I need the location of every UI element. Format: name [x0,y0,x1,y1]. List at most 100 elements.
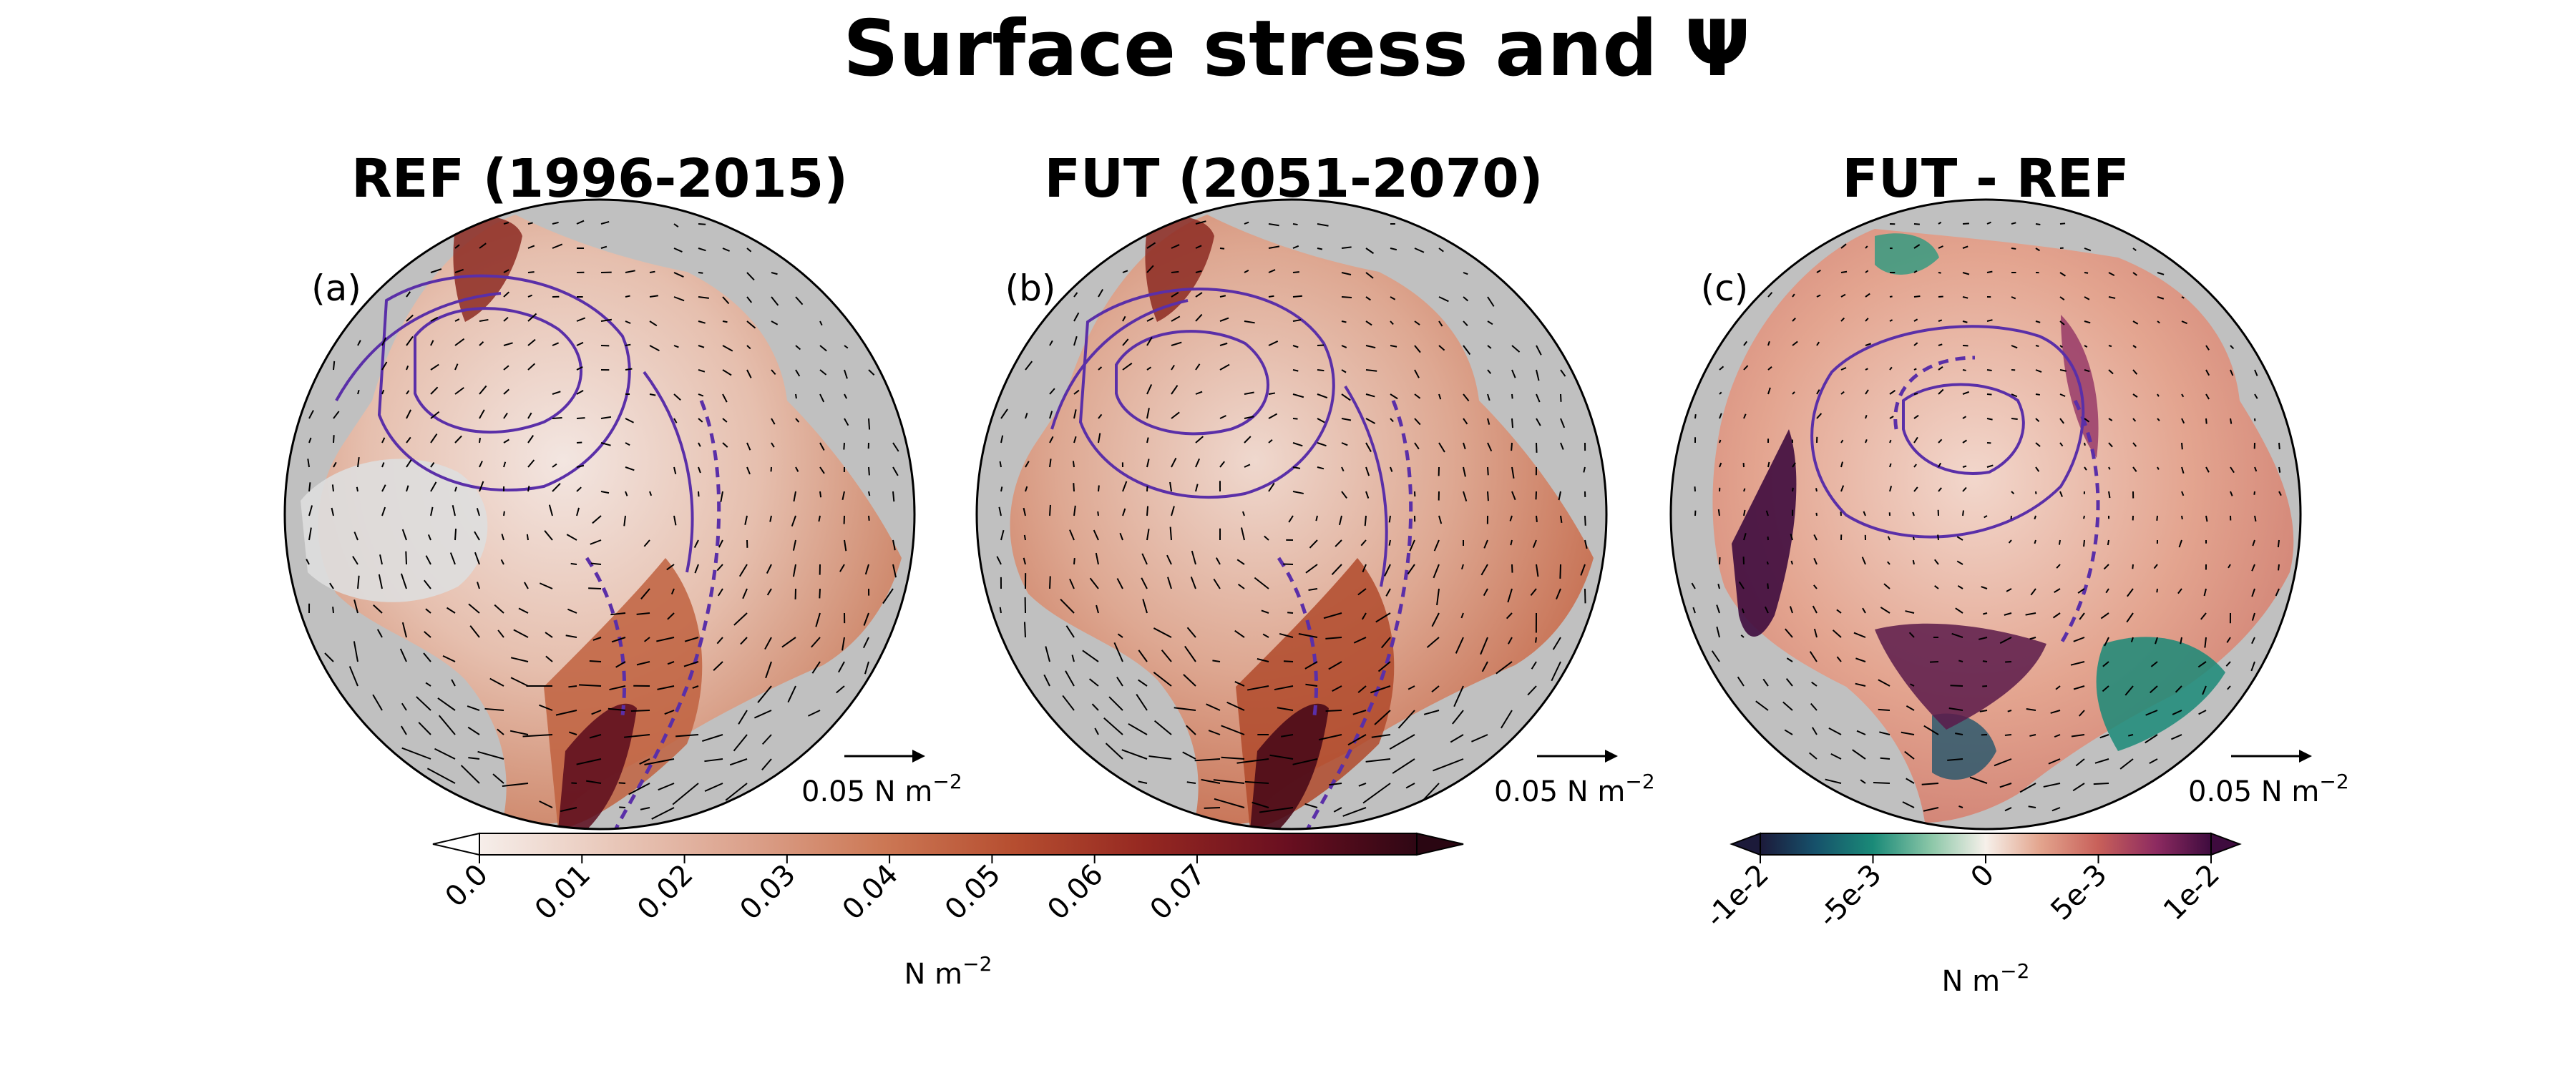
wind-stress-arrow [811,661,821,674]
wind-stress-arrow [1096,604,1099,614]
wind-stress-arrow [567,608,577,614]
wind-stress-arrow [1341,466,1345,472]
wind-stress-arrow [1062,695,1075,711]
wind-stress-arrow [1913,223,1920,225]
wind-stress-arrow [522,734,553,738]
wind-stress-arrow [1091,703,1099,711]
wind-stress-arrow [657,685,675,690]
wind-stress-arrow [1460,612,1464,619]
wind-stress-arrow [552,221,559,225]
wind-stress-arrow [1840,439,1844,444]
wind-stress-arrow [1913,295,1921,298]
wind-stress-arrow [841,637,845,651]
wind-stress-arrow [333,435,335,444]
wind-stress-arrow [1341,345,1347,348]
wind-stress-arrow [1950,685,1963,687]
wind-stress-arrow [1986,418,1993,421]
wind-stress-arrow [1816,413,1823,419]
wind-stress-arrow [2227,685,2231,690]
wind-stress-arrow [1341,442,1348,446]
colorbar-tick-label: 0.06 [1041,858,1110,927]
wind-stress-arrow [1141,553,1148,565]
wind-stress-arrow [357,575,360,589]
wind-stress-arrow [2157,466,2160,470]
wind-stress-arrow [378,574,383,589]
wind-stress-arrow [1905,610,1915,614]
wind-stress-arrow [492,773,504,784]
wind-stress-arrow [2034,515,2036,520]
wind-stress-arrow [1065,670,1075,687]
wind-stress-arrow [1195,245,1202,249]
wind-stress-arrow [1219,248,1225,250]
wind-stress-arrow [2059,442,2064,447]
wind-stress-arrow [1878,679,1890,687]
wind-stress-arrow [2026,708,2036,711]
wind-stress-arrow [1790,534,1793,541]
wind-stress-arrow [1584,515,1586,526]
wind-stress-arrow [2172,710,2182,715]
wind-stress-arrow [1913,270,1918,273]
wind-stress-arrow [722,345,733,352]
wind-stress-arrow [625,295,630,298]
wind-stress-arrow [379,554,383,565]
wind-stress-arrow [1792,340,1798,346]
wind-stress-arrow [1128,722,1148,735]
wind-stress-arrow [1357,685,1367,693]
wind-stress-arrow [1174,707,1196,711]
wind-stress-arrow [1261,609,1269,614]
wind-stress-arrow [1043,674,1050,687]
wind-stress-arrow [1122,508,1126,516]
wind-stress-arrow [1719,439,1722,444]
wind-stress-arrow [568,685,577,688]
wind-stress-arrow [1764,606,1769,614]
wind-stress-arrow [1060,598,1075,614]
wind-stress-arrow [1785,677,1793,687]
wind-stress-arrow [333,461,337,468]
wind-stress-arrow [1171,315,1181,322]
wind-stress-arrow [1385,588,1391,597]
wind-stress-arrow [1370,685,1391,694]
wind-stress-arrow [469,625,480,638]
wind-stress-arrow [1389,734,1415,750]
wind-stress-arrow [2119,758,2134,770]
wind-stress-arrow [1171,244,1180,249]
wind-stress-arrow [1913,244,1921,249]
wind-stress-arrow [1994,758,2012,767]
wind-stress-arrow [2004,807,2012,812]
wind-stress-arrow [1433,564,1440,579]
wind-stress-arrow [795,296,804,305]
wind-stress-arrow [2204,637,2207,648]
wind-stress-arrow [639,758,650,765]
wind-stress-arrow [1214,798,1245,808]
wind-stress-arrow [1762,678,1769,687]
wind-stress-arrow [996,556,1002,565]
wind-stress-arrow [503,222,509,225]
wind-stress-arrow [600,442,611,446]
wind-stress-arrow [2108,418,2113,421]
wind-stress-arrow [2029,734,2036,737]
wind-stress-arrow [430,340,434,346]
wind-stress-arrow [1045,646,1050,662]
wind-stress-arrow [744,515,748,525]
quiver-key-label: 0.05 N m−2 [2188,770,2349,808]
wind-stress-arrow [2048,758,2061,765]
wind-stress-arrow [704,758,723,763]
wind-stress-arrow [1506,612,1513,619]
wind-stress-arrow [2093,783,2109,785]
wind-stress-arrow [1195,484,1199,492]
wind-stress-arrow [746,248,752,253]
wind-stress-arrow [357,456,360,468]
wind-stress-arrow [430,363,439,371]
difference-strong-positive [1875,623,2046,730]
wind-stress-arrow [1268,245,1280,249]
wind-stress-arrow [1244,320,1255,324]
wind-stress-arrow [1073,436,1077,444]
wind-stress-arrow [1455,637,1464,654]
wind-stress-arrow [1244,464,1251,468]
wind-stress-arrow [1692,607,1696,614]
wind-stress-arrow [600,318,613,322]
wind-stress-arrow [1865,270,1869,273]
wind-stress-arrow [1182,751,1196,760]
wind-stress-arrow [437,697,456,711]
